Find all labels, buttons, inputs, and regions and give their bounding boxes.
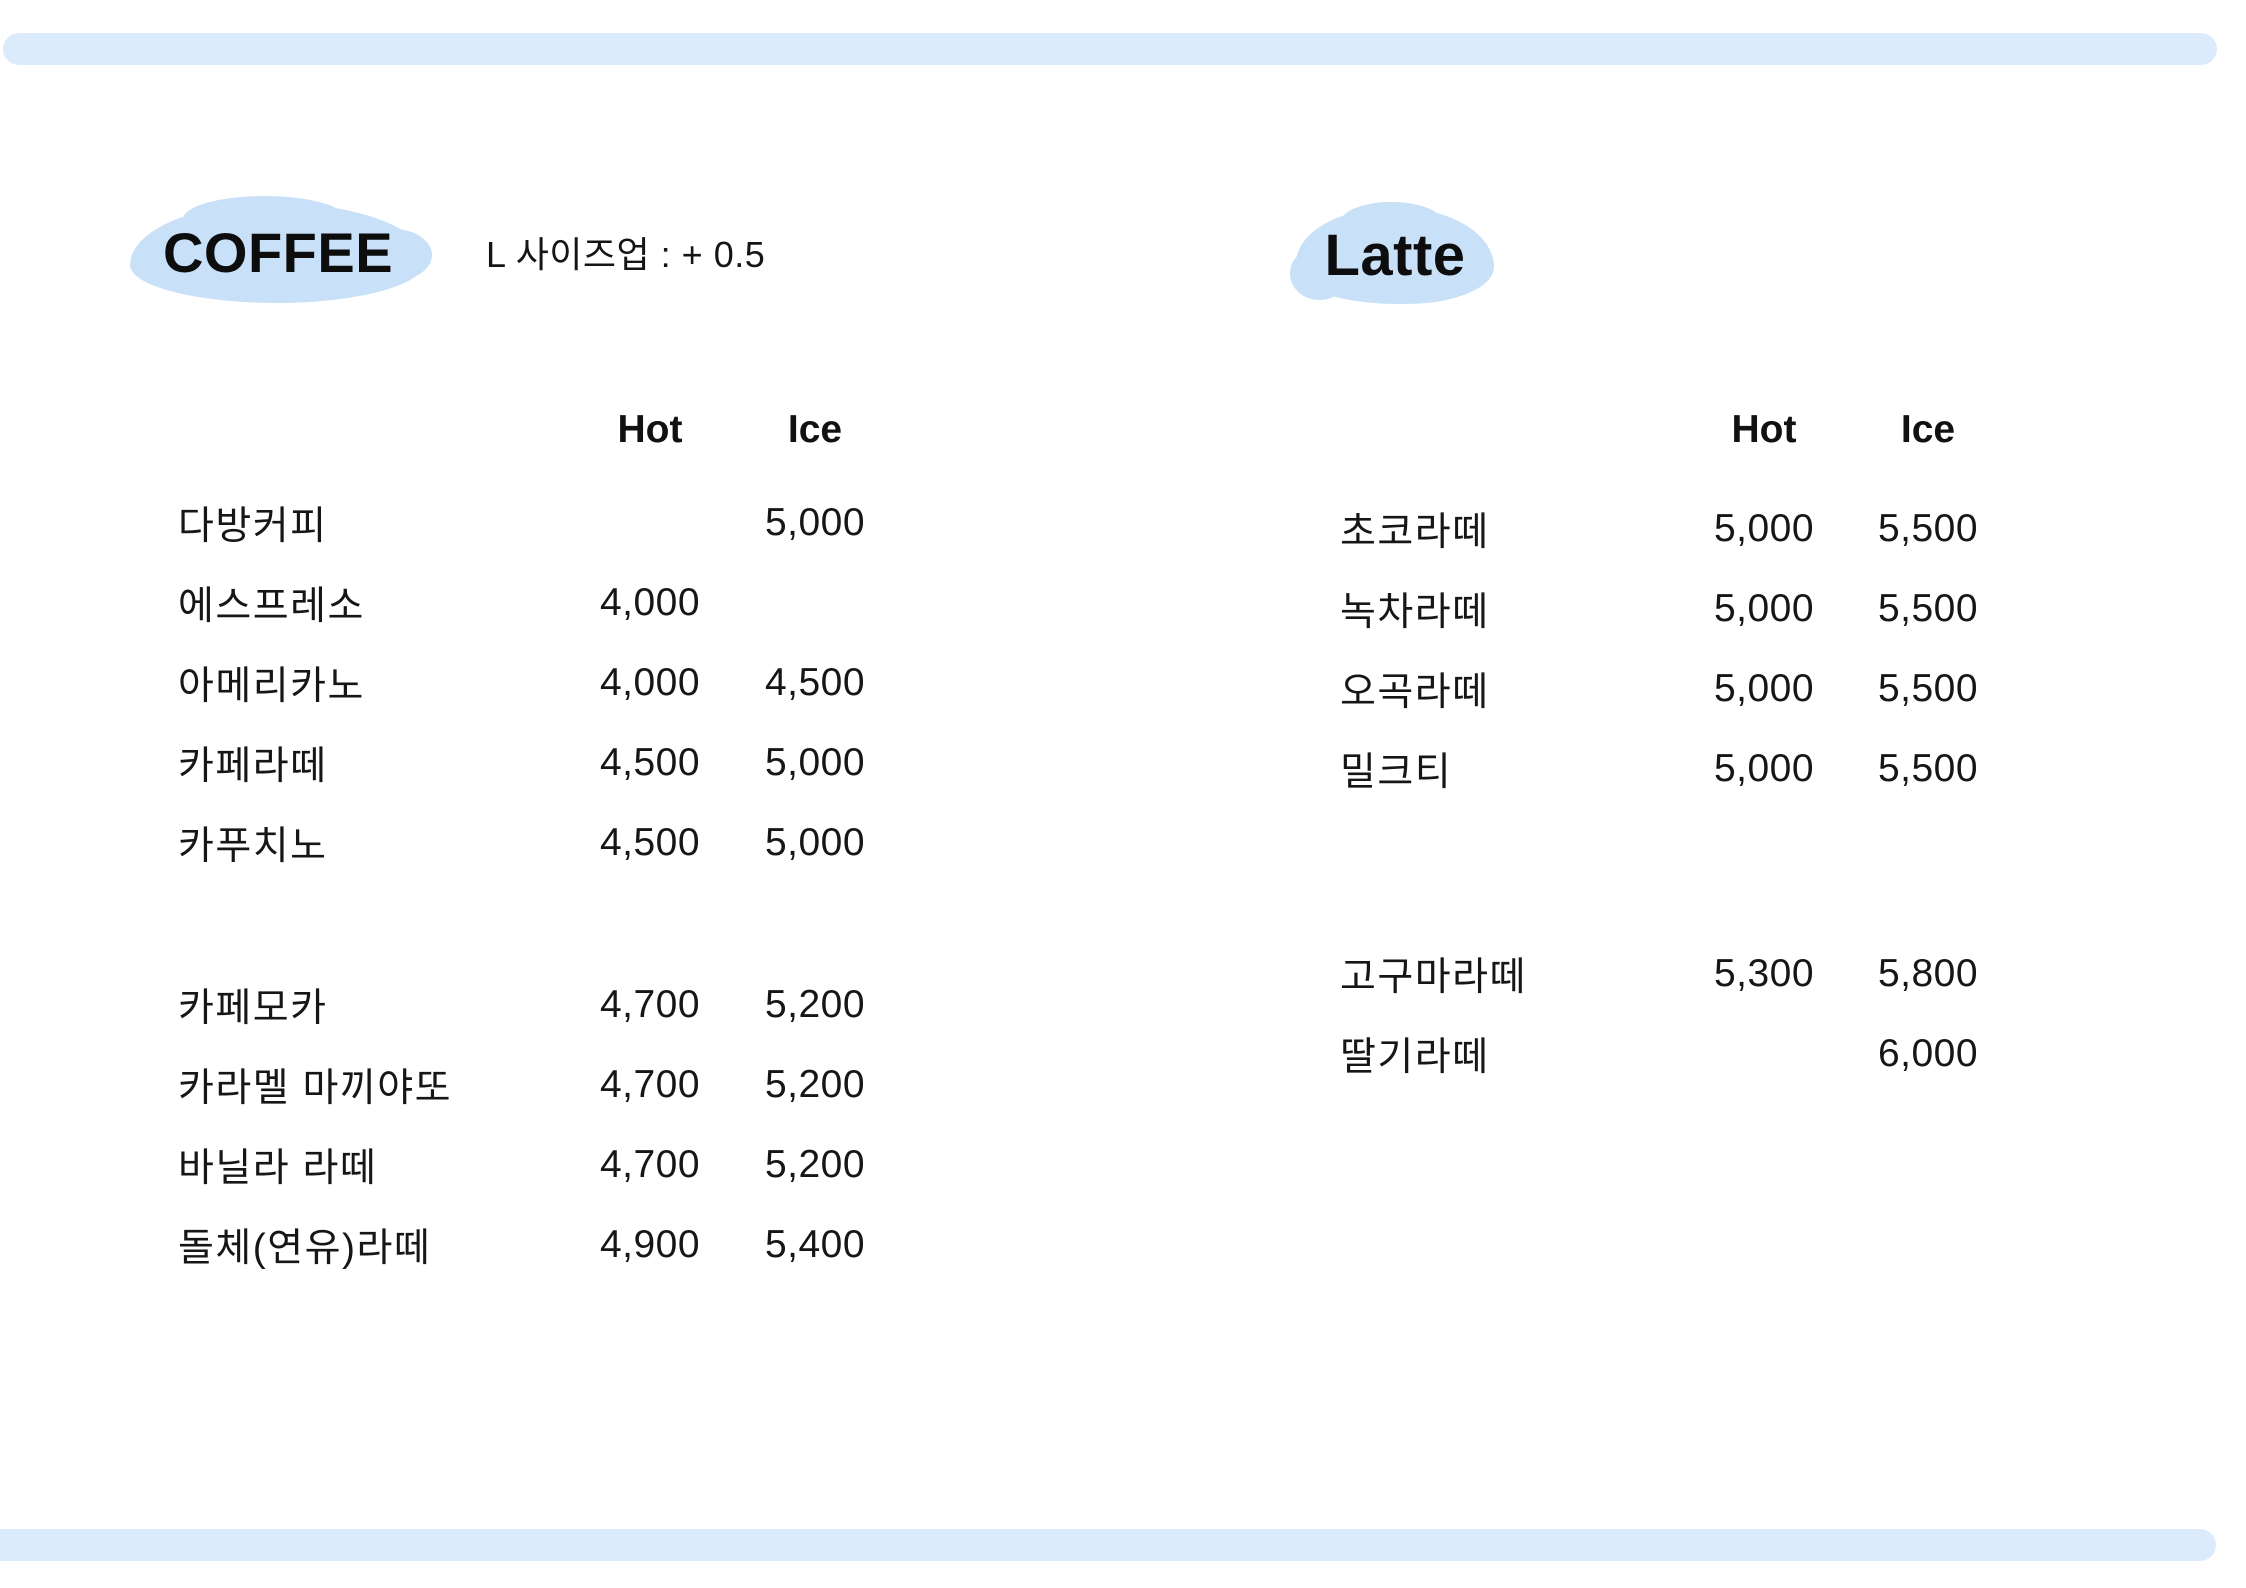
ice-column-header: Ice [787, 408, 843, 451]
coffee-column-header: Hot Ice [178, 405, 880, 455]
menu-row: 고구마라떼 5,300 5,800 [1340, 934, 1993, 1014]
ice-price: 5,500 [1877, 667, 1979, 710]
menu-item-name: 돌체(연유)라떼 [178, 1227, 432, 1270]
ice-price: 5,400 [764, 1223, 866, 1266]
menu-row: 에스프레소 4,000 [178, 563, 880, 643]
hot-price: 4,500 [599, 821, 701, 864]
ice-price: 5,500 [1877, 507, 1979, 550]
hot-price: 5,000 [1713, 507, 1815, 550]
menu-row: 카푸치노 4,500 5,000 [178, 803, 880, 883]
ice-price: 5,500 [1877, 587, 1979, 630]
blob-bump [354, 229, 432, 281]
hot-price: 5,000 [1713, 667, 1815, 710]
menu-item-name: 카라멜 마끼야또 [178, 1067, 452, 1110]
hot-price: 5,000 [1713, 587, 1815, 630]
ice-price: 4,500 [764, 661, 866, 704]
menu-item-name: 딸기라떼 [1340, 1036, 1490, 1079]
latte-column-header: Hot Ice [1340, 405, 1993, 455]
menu-row: 카라멜 마끼야또 4,700 5,200 [178, 1045, 880, 1125]
menu-item-name: 아메리카노 [178, 665, 365, 708]
ice-price: 5,500 [1877, 747, 1979, 790]
menu-item-name: 바닐라 라떼 [178, 1147, 378, 1190]
top-accent-bar [3, 33, 2217, 65]
ice-price: 5,800 [1877, 952, 1979, 995]
menu-row: 카페라떼 4,500 5,000 [178, 723, 880, 803]
menu-group-spacer [1340, 809, 1993, 934]
ice-price: 5,200 [764, 1143, 866, 1186]
blob-bump [183, 196, 347, 242]
coffee-highlight-blob: COFFEE [130, 196, 432, 303]
menu-row: 딸기라떼 6,000 [1340, 1014, 1993, 1094]
latte-highlight-blob: Latte [1290, 202, 1494, 304]
hot-price: 4,000 [599, 581, 701, 624]
hot-price: 4,700 [599, 983, 701, 1026]
menu-row: 초코라떼 5,000 5,500 [1340, 489, 1993, 569]
menu-group-spacer [178, 883, 880, 965]
menu-row: 카페모카 4,700 5,200 [178, 965, 880, 1045]
menu-item-name: 카페모카 [178, 987, 328, 1030]
coffee-price-table: 다방커피 5,000 에스프레소 4,000 아메리카노 4,000 4,500 카페라떼 4,… [178, 483, 880, 1285]
hot-price: 4,700 [599, 1063, 701, 1106]
coffee-section-title: COFFEE [162, 221, 394, 284]
menu-row: 녹차라떼 5,000 5,500 [1340, 569, 1993, 649]
hot-column-header: Hot [1731, 408, 1797, 451]
blob-bump [1290, 247, 1350, 301]
ice-price: 5,200 [764, 983, 866, 1026]
latte-section-title: Latte [1324, 223, 1466, 288]
ice-price: 6,000 [1877, 1032, 1979, 1075]
ice-column-header: Ice [1900, 408, 1956, 451]
menu-row: 바닐라 라떼 4,700 5,200 [178, 1125, 880, 1205]
menu-item-name: 녹차라떼 [1340, 591, 1490, 634]
hot-price: 4,500 [599, 741, 701, 784]
menu-item-name: 고구마라떼 [1340, 956, 1527, 999]
menu-row: 다방커피 5,000 [178, 483, 880, 563]
menu-item-name: 초코라떼 [1340, 511, 1490, 554]
ice-price: 5,200 [764, 1063, 866, 1106]
menu-item-name: 카페라떼 [178, 745, 328, 788]
size-up-note: L 사이즈업 : + 0.5 [486, 234, 766, 275]
hot-price: 4,700 [599, 1143, 701, 1186]
hot-price: 5,000 [1713, 747, 1815, 790]
menu-row: 아메리카노 4,000 4,500 [178, 643, 880, 723]
menu-item-name: 다방커피 [178, 505, 328, 548]
ice-price: 5,000 [764, 821, 866, 864]
ice-price: 5,000 [764, 741, 866, 784]
bottom-accent-bar [0, 1529, 2216, 1561]
hot-price: 4,900 [599, 1223, 701, 1266]
menu-row: 오곡라떼 5,000 5,500 [1340, 649, 1993, 729]
menu-item-name: 오곡라떼 [1340, 671, 1490, 714]
hot-price: 4,000 [599, 661, 701, 704]
hot-column-header: Hot [617, 408, 683, 451]
menu-row: 돌체(연유)라떼 4,900 5,400 [178, 1205, 880, 1285]
menu-item-name: 카푸치노 [178, 825, 328, 868]
menu-row: 밀크티 5,000 5,500 [1340, 729, 1993, 809]
menu-item-name: 밀크티 [1340, 751, 1453, 794]
ice-price: 5,000 [764, 501, 866, 544]
menu-item-name: 에스프레소 [178, 585, 365, 628]
latte-price-table: 초코라떼 5,000 5,500 녹차라떼 5,000 5,500 오곡라떼 5,000 5,5… [1340, 489, 1993, 1094]
blob-bump [1339, 202, 1443, 245]
hot-price: 5,300 [1713, 952, 1815, 995]
